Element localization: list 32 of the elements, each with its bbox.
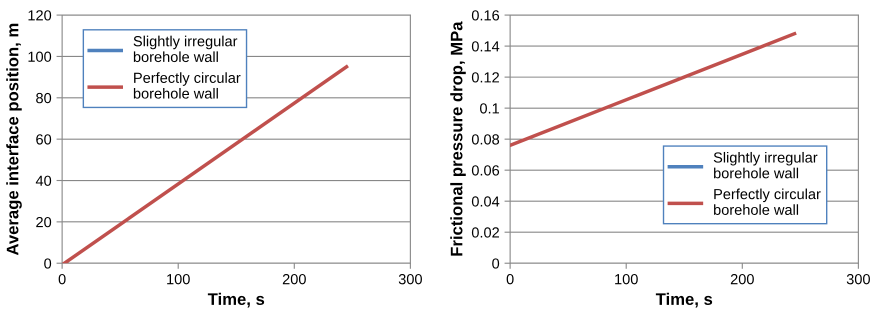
y-tick-label: 0: [492, 258, 500, 269]
x-tick-label: 200: [730, 274, 754, 284]
legend-label: Slightly irregular borehole wall: [134, 36, 238, 62]
y-tick-label: 40: [36, 176, 52, 186]
y-tick-label: 120: [28, 10, 52, 21]
x-tick-label: 300: [398, 274, 422, 284]
x-tick-label: 0: [58, 274, 66, 284]
legend-label: Perfectly circular borehole wall: [714, 188, 821, 215]
legend-label: Perfectly circular borehole wall: [134, 72, 240, 99]
x-tick-label: 200: [282, 274, 306, 284]
x-tick-label: 300: [846, 274, 870, 284]
y-tick-label: 0.08: [472, 134, 500, 145]
y-axis-title: Average interface position, m: [6, 24, 22, 256]
y-tick-label: 20: [36, 216, 52, 228]
y-tick-label: 0.06: [472, 165, 500, 176]
y-tick-label: 0: [44, 258, 52, 269]
y-tick-label: 0.04: [472, 196, 500, 207]
y-tick-label: 0.16: [472, 10, 500, 21]
x-axis-title: Time, s: [656, 292, 712, 308]
y-tick-label: 60: [36, 134, 52, 145]
y-tick-label: 100: [28, 52, 52, 62]
legend-label: Slightly irregular borehole wall: [714, 152, 818, 178]
y-tick-label: 0.02: [472, 227, 499, 238]
y-axis-title: Frictional pressure drop, MPa: [450, 21, 466, 256]
x-tick-label: 100: [615, 274, 638, 284]
y-tick-label: 0.14: [472, 41, 500, 52]
x-tick-label: 100: [167, 274, 190, 284]
y-tick-label: 0.1: [480, 103, 499, 114]
y-tick-label: 0.12: [472, 72, 499, 83]
x-tick-label: 0: [506, 274, 514, 284]
x-axis-title: Time, s: [208, 292, 264, 308]
y-tick-label: 80: [36, 92, 52, 104]
